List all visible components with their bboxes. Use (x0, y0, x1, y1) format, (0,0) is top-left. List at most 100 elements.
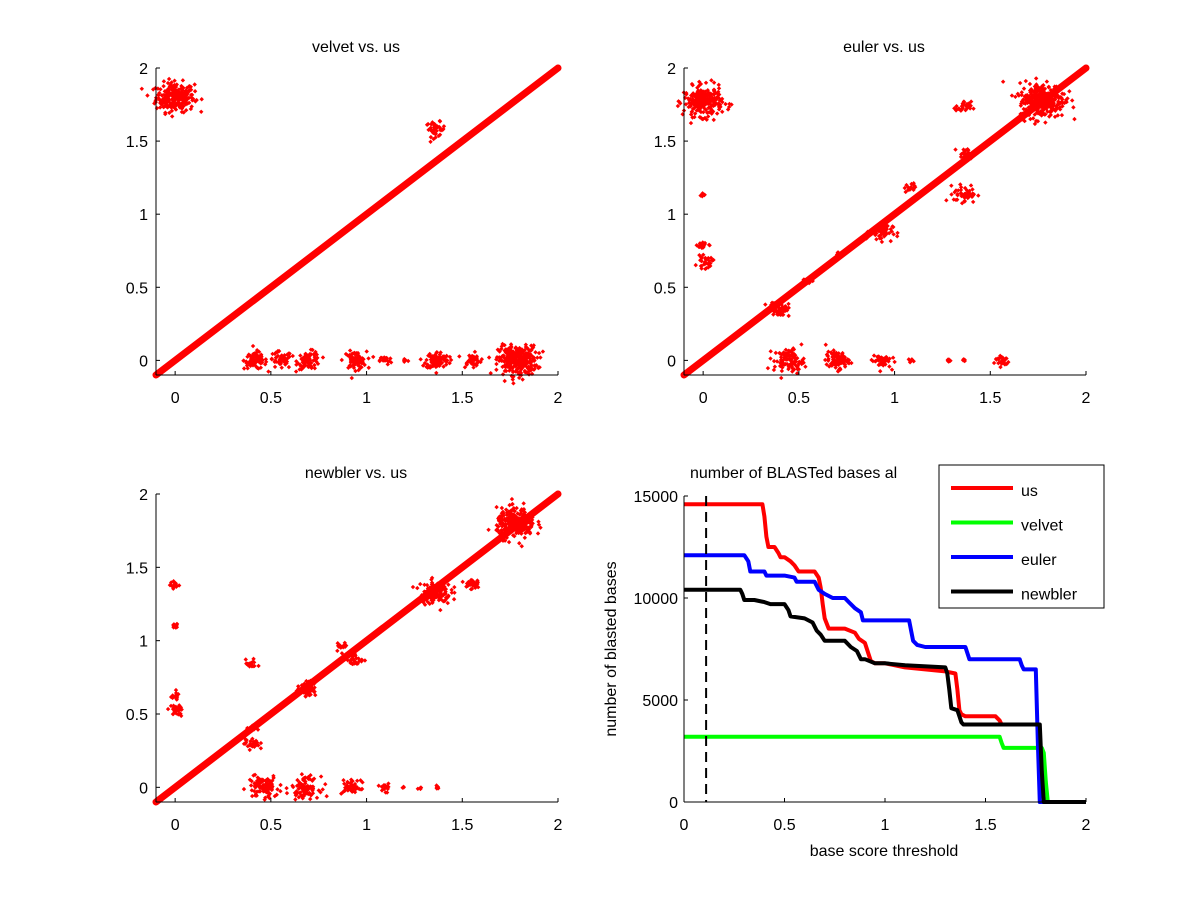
scatter-point (720, 99, 725, 105)
scatter-point (441, 126, 446, 132)
scatter-point (826, 358, 831, 363)
scatter-point (518, 354, 523, 359)
scatter-point (710, 98, 716, 104)
scatter-point (801, 356, 806, 361)
scatter-point (509, 502, 515, 507)
scatter-point (716, 82, 721, 88)
scatter-point (245, 744, 251, 749)
scatter-point (309, 685, 314, 691)
scatter-point (430, 364, 436, 369)
scatter-point (1021, 97, 1026, 102)
scatter-point (305, 690, 311, 696)
scatter-point (245, 662, 251, 668)
scatter-point (525, 371, 531, 376)
scatter-point (996, 360, 1001, 366)
scatter-point (199, 97, 204, 102)
scatter-point (443, 362, 449, 367)
scatter-point (244, 737, 249, 743)
scatter-point (405, 358, 411, 364)
scatter-point (256, 743, 261, 748)
scatter-point (716, 89, 721, 95)
scatter-point (188, 106, 194, 112)
scatter-point (169, 114, 175, 119)
scatter-point (264, 787, 269, 792)
scatter-point (947, 358, 952, 364)
scatter-point (879, 355, 884, 360)
scatter-point (1067, 89, 1072, 94)
scatter-point (438, 590, 443, 595)
scatter-point (968, 183, 974, 188)
scatter-point (249, 355, 254, 360)
scatter-point (494, 527, 499, 533)
scatter-point (958, 191, 964, 196)
scatter-point (803, 364, 808, 369)
scatter-point (345, 658, 350, 663)
scatter-point (688, 120, 694, 126)
scatter-point (909, 181, 914, 187)
scatter-point (350, 655, 356, 661)
scatter-point (355, 355, 360, 361)
scatter-point (441, 599, 446, 604)
scatter-point (171, 694, 177, 699)
scatter-cluster (345, 651, 368, 667)
scatter-point (1029, 87, 1034, 92)
scatter-point (701, 103, 706, 108)
scatter-point (1037, 86, 1043, 91)
scatter-point (380, 358, 386, 363)
x-tick-label: 2 (554, 390, 563, 407)
scatter-point (1016, 93, 1022, 98)
scatter-point (1044, 79, 1050, 84)
scatter-point (1004, 361, 1009, 367)
scatter-point (841, 361, 846, 366)
scatter-point (1009, 93, 1015, 98)
scatter-point (522, 510, 528, 515)
scatter-point (254, 778, 260, 784)
scatter-point (402, 357, 407, 362)
scatter-point (377, 358, 382, 364)
scatter-point (251, 660, 257, 665)
diagonal-line (152, 64, 562, 379)
scatter-point (502, 348, 507, 353)
legend-label: newbler (1021, 587, 1078, 604)
scatter-point (183, 101, 189, 106)
scatter-point (684, 90, 689, 96)
scatter-point (445, 600, 450, 606)
scatter-point (180, 78, 186, 83)
scatter-point (826, 349, 831, 354)
scatter-cluster (402, 356, 411, 365)
scatter-point (159, 93, 165, 98)
scatter-point (1027, 81, 1033, 87)
legend[interactable]: us velvet euler newbler (938, 464, 1105, 609)
scatter-point (790, 369, 795, 374)
scatter-point (517, 512, 522, 517)
scatter-point (518, 508, 524, 513)
scatter-point (512, 508, 518, 514)
scatter-point (178, 86, 183, 92)
scatter-point (522, 522, 528, 528)
scatter-point (1029, 100, 1035, 106)
scatter-point (705, 91, 710, 97)
scatter-point (959, 152, 964, 157)
scatter-cluster (400, 784, 406, 790)
scatter-point (878, 229, 883, 234)
scatter-point (464, 581, 470, 586)
scatter-point (267, 791, 273, 796)
scatter-point (969, 194, 975, 200)
scatter-point (255, 775, 260, 780)
scatter-point (971, 191, 976, 197)
scatter-point (536, 522, 542, 527)
scatter-point (511, 518, 517, 523)
scatter-point (527, 359, 533, 364)
scatter-point (300, 796, 305, 801)
scatter-cluster (945, 357, 953, 364)
scatter-point (520, 377, 525, 382)
scatter-point (710, 95, 715, 101)
scatter-point (526, 347, 532, 353)
scatter-point (298, 784, 303, 790)
scatter-point (697, 83, 702, 88)
scatter-point (913, 184, 918, 190)
scatter-point (830, 354, 835, 360)
scatter-point (686, 100, 692, 106)
scatter-point (267, 795, 272, 801)
scatter-point (963, 194, 969, 199)
